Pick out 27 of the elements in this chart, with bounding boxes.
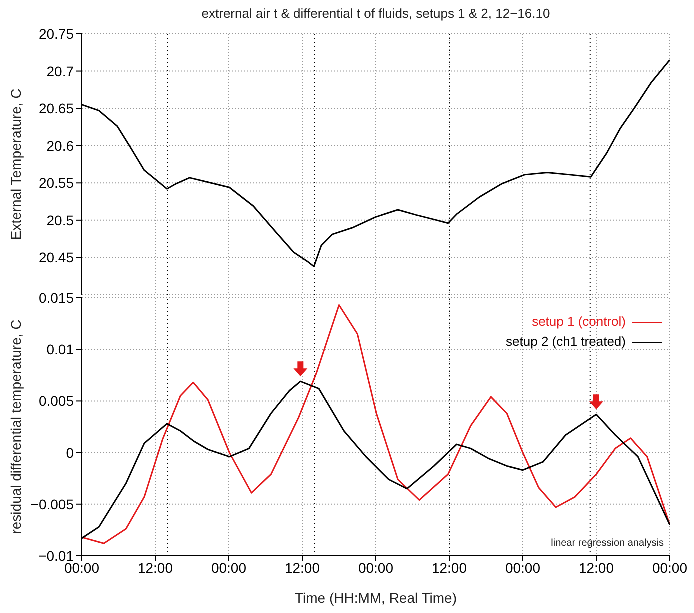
y-tick-label: 20.65 (38, 100, 74, 117)
y-tick-label: 20.5 (46, 212, 74, 228)
legend-label: setup 2 (ch1 treated) (506, 333, 626, 351)
y-tick-label: 0.015 (38, 290, 74, 306)
x-tick-label: 12:00 (432, 560, 468, 576)
x-tick-label: 12:00 (578, 560, 614, 576)
y-tick-label: 20.7 (46, 63, 74, 80)
annotation: linear regression analysis (551, 538, 664, 549)
x-tick-label: 12:00 (138, 560, 174, 576)
y-tick-label: 0 (66, 444, 74, 461)
x-tick-label: 00:00 (358, 560, 394, 576)
x-tick-label: 00:00 (652, 560, 688, 576)
legend-label: setup 1 (control) (532, 313, 626, 331)
y-axis-title: External Temperature, C (8, 88, 24, 240)
y-tick-label: −0.005 (30, 496, 74, 512)
y-axis-title: residual differential temperature, C (8, 320, 24, 534)
y-tick-label: 20.6 (46, 138, 74, 154)
x-tick-label: 00:00 (505, 560, 541, 576)
y-tick-label: 20.45 (38, 250, 74, 266)
y-tick-label: 0.005 (38, 393, 74, 410)
y-tick-label: 20.75 (38, 26, 74, 42)
x-tick-label: 12:00 (284, 560, 320, 576)
y-tick-label: 0.01 (46, 342, 74, 358)
x-tick-label: 00:00 (211, 560, 247, 576)
x-axis-title: Time (HH:MM, Real Time) (294, 590, 458, 606)
chart-title: extrernal air t & differential t of fluids, setups 1 & 2, 12−16.10 (200, 6, 552, 21)
y-tick-label: 20.55 (38, 175, 74, 192)
